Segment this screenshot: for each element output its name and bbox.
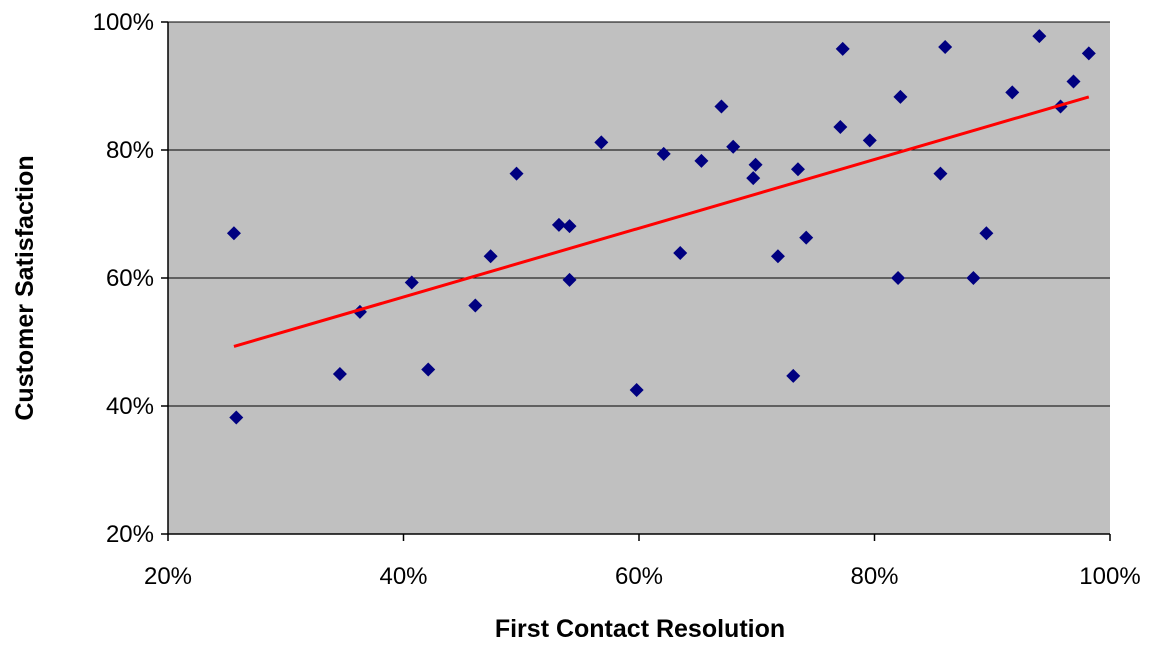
data-point-13 xyxy=(629,383,644,397)
data-point-0 xyxy=(226,226,241,241)
data-point-19 xyxy=(746,171,761,186)
x-tick-label-3: 80% xyxy=(850,563,898,590)
data-point-21 xyxy=(770,249,785,264)
data-points xyxy=(226,29,1096,425)
data-point-24 xyxy=(799,230,814,245)
data-point-27 xyxy=(862,133,877,148)
y-tick-label-4: 100% xyxy=(93,9,154,36)
y-tick-label-1: 40% xyxy=(106,393,154,420)
data-point-9 xyxy=(551,217,566,232)
x-tick-label-4: 100% xyxy=(1079,563,1140,590)
data-point-7 xyxy=(483,249,498,264)
y-axis-title: Customer Satisfaction xyxy=(11,155,39,420)
x-axis-title: First Contact Resolution xyxy=(495,615,785,643)
x-tick-label-1: 40% xyxy=(379,563,427,590)
data-point-35 xyxy=(1032,29,1047,44)
data-point-5 xyxy=(421,362,436,377)
data-point-33 xyxy=(979,226,994,241)
data-point-29 xyxy=(893,89,908,104)
y-tick-label-2: 60% xyxy=(106,265,154,292)
data-point-18 xyxy=(726,139,741,154)
data-point-6 xyxy=(468,298,483,313)
data-point-28 xyxy=(891,271,906,285)
trendline xyxy=(233,95,1090,348)
x-tick-label-0: 20% xyxy=(144,563,192,590)
data-point-31 xyxy=(938,39,953,54)
data-point-32 xyxy=(966,271,981,285)
data-point-14 xyxy=(656,146,671,161)
y-axis-ticks: 20% 40% 60% 80% 100% xyxy=(93,9,168,548)
y-tick-label-0: 20% xyxy=(106,521,154,548)
y-tick-label-3: 80% xyxy=(106,137,154,164)
data-point-11 xyxy=(562,272,577,287)
data-point-22 xyxy=(786,368,801,383)
data-point-16 xyxy=(694,153,709,168)
data-point-23 xyxy=(790,162,805,177)
data-point-2 xyxy=(332,367,347,381)
data-point-1 xyxy=(229,410,244,425)
data-point-34 xyxy=(1005,85,1020,100)
data-point-12 xyxy=(594,135,609,150)
data-point-30 xyxy=(933,166,948,181)
data-point-38 xyxy=(1081,46,1096,61)
data-point-25 xyxy=(833,119,848,134)
data-point-17 xyxy=(714,99,729,114)
data-point-26 xyxy=(835,41,850,56)
data-point-20 xyxy=(748,157,763,172)
data-point-8 xyxy=(509,166,524,181)
data-point-15 xyxy=(673,246,688,261)
data-point-10 xyxy=(562,219,577,234)
x-tick-label-2: 60% xyxy=(615,563,663,590)
x-axis-ticks: 20% 40% 60% 80% 100% xyxy=(144,534,1141,590)
data-point-4 xyxy=(404,275,419,290)
data-point-37 xyxy=(1066,74,1081,89)
